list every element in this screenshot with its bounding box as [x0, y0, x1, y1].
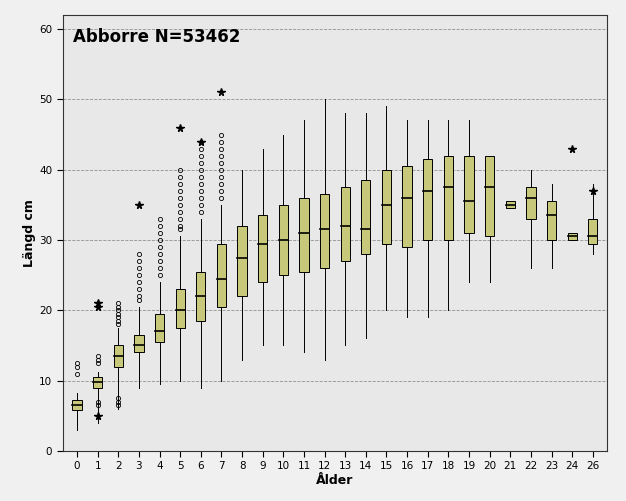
Bar: [196, 272, 205, 321]
Bar: [423, 159, 433, 240]
Bar: [217, 243, 226, 307]
Bar: [237, 226, 247, 296]
Bar: [464, 156, 474, 233]
Bar: [73, 400, 81, 410]
Bar: [341, 187, 350, 261]
Bar: [279, 205, 288, 275]
Bar: [382, 170, 391, 243]
Bar: [361, 180, 371, 254]
Bar: [175, 289, 185, 328]
Text: Abborre N=53462: Abborre N=53462: [73, 28, 241, 46]
Bar: [403, 166, 412, 247]
Bar: [155, 314, 164, 342]
Bar: [135, 335, 143, 353]
Bar: [506, 201, 515, 208]
Bar: [568, 233, 577, 240]
Bar: [526, 187, 535, 219]
X-axis label: Ålder: Ålder: [316, 474, 354, 487]
Bar: [444, 156, 453, 240]
Y-axis label: Längd cm: Längd cm: [23, 199, 36, 267]
Bar: [258, 215, 267, 282]
Bar: [299, 198, 309, 272]
Bar: [588, 219, 597, 243]
Bar: [547, 201, 556, 240]
Bar: [114, 346, 123, 367]
Bar: [485, 156, 495, 236]
Bar: [320, 194, 329, 268]
Bar: [93, 377, 102, 388]
